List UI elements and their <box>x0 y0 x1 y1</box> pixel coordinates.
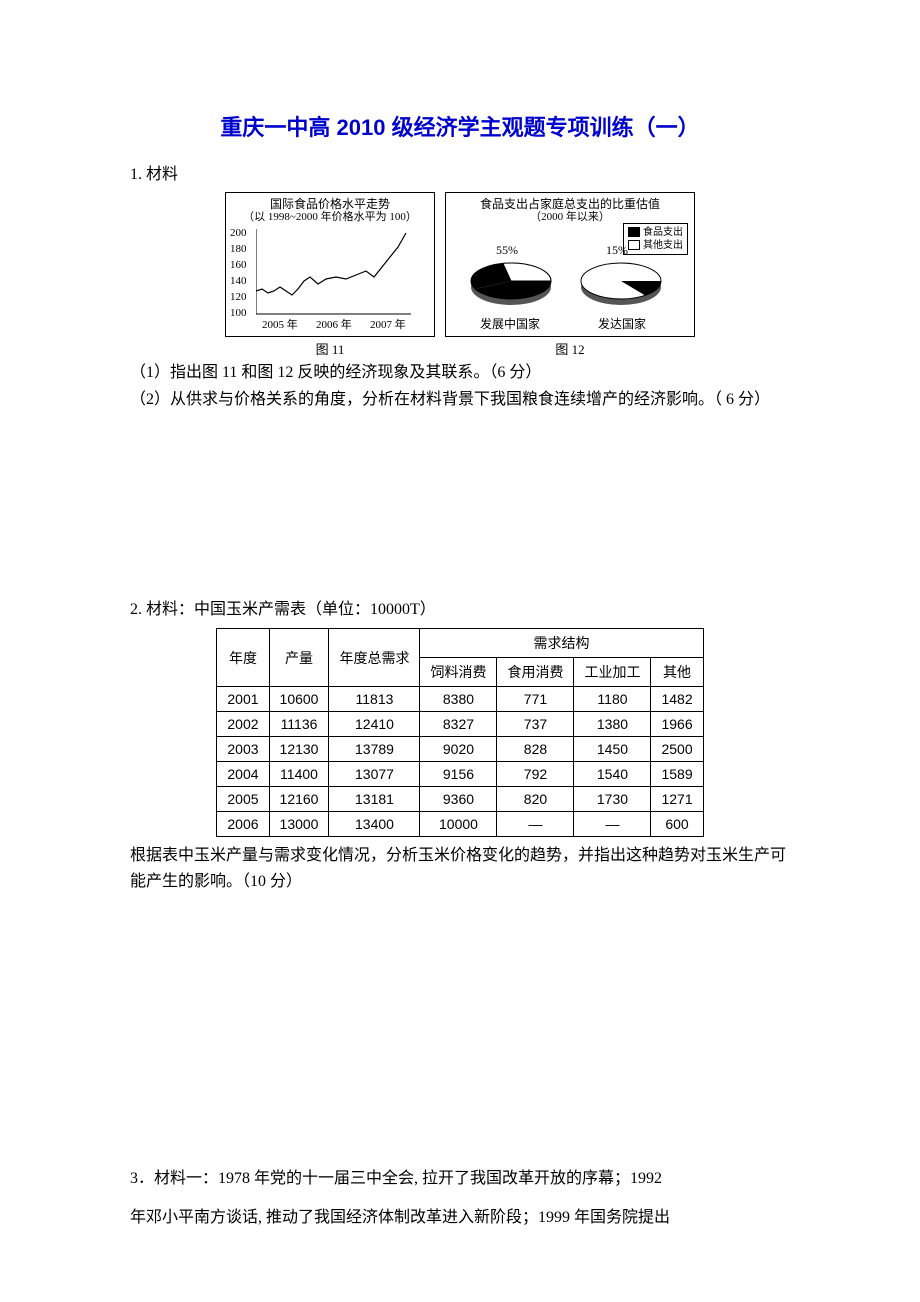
fig11-caption: 图 11 <box>225 339 435 358</box>
table-cell: 10000 <box>420 812 497 837</box>
fig12-pies <box>456 243 686 323</box>
table-cell: 12160 <box>269 787 329 812</box>
fig12-title: 食品支出占家庭总支出的比重估值 <box>454 197 686 211</box>
table-row: 2006130001340010000——600 <box>217 812 703 837</box>
table-cell: 2001 <box>217 687 269 712</box>
fig11-y-100: 100 <box>230 307 247 319</box>
table-cell: 1482 <box>651 687 703 712</box>
table-cell: — <box>497 812 574 837</box>
figures-row: 国际食品价格水平走势 （以 1998~2000 年价格水平为 100） 200 … <box>130 192 790 358</box>
table-cell: 8380 <box>420 687 497 712</box>
page-title: 重庆一中高 2010 级经济学主观题专项训练（一） <box>130 110 790 142</box>
table-cell: 1271 <box>651 787 703 812</box>
table-cell: 820 <box>497 787 574 812</box>
blank-gap-2 <box>130 897 790 1157</box>
table-row: 20041140013077915679215401589 <box>217 762 703 787</box>
fig11-x-2007: 2007 年 <box>370 316 406 332</box>
table-cell: 12130 <box>269 737 329 762</box>
table-cell: 13789 <box>329 737 420 762</box>
fig12-right-caption: 发达国家 <box>598 315 646 332</box>
q3-line2: 年邓小平南方谈话, 推动了我国经济体制改革进入新阶段；1999 年国务院提出 <box>130 1200 790 1235</box>
fig12-left-caption: 发展中国家 <box>480 315 540 332</box>
th-output: 产量 <box>269 629 329 687</box>
legend-swatch-food <box>628 227 640 237</box>
fig11-y-160: 160 <box>230 259 247 271</box>
table-cell: 11813 <box>329 687 420 712</box>
q1-sub2: （2）从供求与价格关系的角度，分析在材料背景下我国粮食连续增产的经济影响。（ 6… <box>130 387 790 413</box>
table-cell: 12410 <box>329 712 420 737</box>
legend-food: 食品支出 <box>643 227 683 238</box>
table-cell: 1450 <box>574 737 651 762</box>
th-feed: 饲料消费 <box>420 658 497 687</box>
fig11-x-2006: 2006 年 <box>316 316 352 332</box>
fig11-y-200: 200 <box>230 227 247 239</box>
table-row: 20011060011813838077111801482 <box>217 687 703 712</box>
table-cell: 9360 <box>420 787 497 812</box>
fig11-y-120: 120 <box>230 291 247 303</box>
table-cell: 1380 <box>574 712 651 737</box>
q1-intro: 1. 材料 <box>130 162 790 188</box>
table-cell: 2002 <box>217 712 269 737</box>
fig11-line-chart <box>256 229 416 319</box>
th-struct: 需求结构 <box>420 629 703 658</box>
table-cell: 771 <box>497 687 574 712</box>
q1-sub1: （1）指出图 11 和图 12 反映的经济现象及其联系。（6 分） <box>130 360 790 386</box>
table-row: 20051216013181936082017301271 <box>217 787 703 812</box>
figure-11: 国际食品价格水平走势 （以 1998~2000 年价格水平为 100） 200 … <box>225 192 435 358</box>
th-total: 年度总需求 <box>329 629 420 687</box>
fig11-path <box>256 233 406 295</box>
table-cell: 1540 <box>574 762 651 787</box>
table-cell: 13181 <box>329 787 420 812</box>
table-cell: 11136 <box>269 712 329 737</box>
table-row: 20031213013789902082814502500 <box>217 737 703 762</box>
table-cell: 13077 <box>329 762 420 787</box>
fig11-y-140: 140 <box>230 275 247 287</box>
q2-intro: 2. 材料：中国玉米产需表（单位：10000T） <box>130 597 790 623</box>
table-cell: 600 <box>651 812 703 837</box>
table-cell: 8327 <box>420 712 497 737</box>
fig12-caption: 图 12 <box>445 339 695 358</box>
table-cell: 9156 <box>420 762 497 787</box>
figure-12: 食品支出占家庭总支出的比重估值 （2000 年以来） 食品支出 其他支出 <box>445 192 695 358</box>
table-cell: 828 <box>497 737 574 762</box>
table-cell: 1589 <box>651 762 703 787</box>
fig11-title: 国际食品价格水平走势 <box>234 197 426 211</box>
table-cell: 1180 <box>574 687 651 712</box>
q3-line1: 3．材料一：1978 年党的十一届三中全会, 拉开了我国改革开放的序幕；1992 <box>130 1161 790 1196</box>
table-cell: 11400 <box>269 762 329 787</box>
table-cell: — <box>574 812 651 837</box>
q2-after: 根据表中玉米产量与需求变化情况，分析玉米价格变化的趋势，并指出这种趋势对玉米生产… <box>130 843 790 894</box>
table-cell: 1730 <box>574 787 651 812</box>
table-cell: 2500 <box>651 737 703 762</box>
table-cell: 13000 <box>269 812 329 837</box>
table-cell: 2006 <box>217 812 269 837</box>
table-cell: 792 <box>497 762 574 787</box>
table-cell: 1966 <box>651 712 703 737</box>
table-cell: 9020 <box>420 737 497 762</box>
th-ind: 工业加工 <box>574 658 651 687</box>
table-cell: 2004 <box>217 762 269 787</box>
table-cell: 2005 <box>217 787 269 812</box>
table-row: 20021113612410832773713801966 <box>217 712 703 737</box>
corn-table: 年度 产量 年度总需求 需求结构 饲料消费 食用消费 工业加工 其他 20011… <box>216 628 703 837</box>
th-year: 年度 <box>217 629 269 687</box>
table-cell: 13400 <box>329 812 420 837</box>
fig11-y-180: 180 <box>230 243 247 255</box>
fig12-right-pct: 15% <box>606 243 628 258</box>
table-cell: 737 <box>497 712 574 737</box>
fig11-subtitle: （以 1998~2000 年价格水平为 100） <box>234 211 426 224</box>
fig12-left-pct: 55% <box>496 243 518 258</box>
th-other: 其他 <box>651 658 703 687</box>
table-head-row-1: 年度 产量 年度总需求 需求结构 <box>217 629 703 658</box>
table-cell: 10600 <box>269 687 329 712</box>
table-cell: 2003 <box>217 737 269 762</box>
fig11-x-2005: 2005 年 <box>262 316 298 332</box>
th-food: 食用消费 <box>497 658 574 687</box>
blank-gap-1 <box>130 415 790 595</box>
